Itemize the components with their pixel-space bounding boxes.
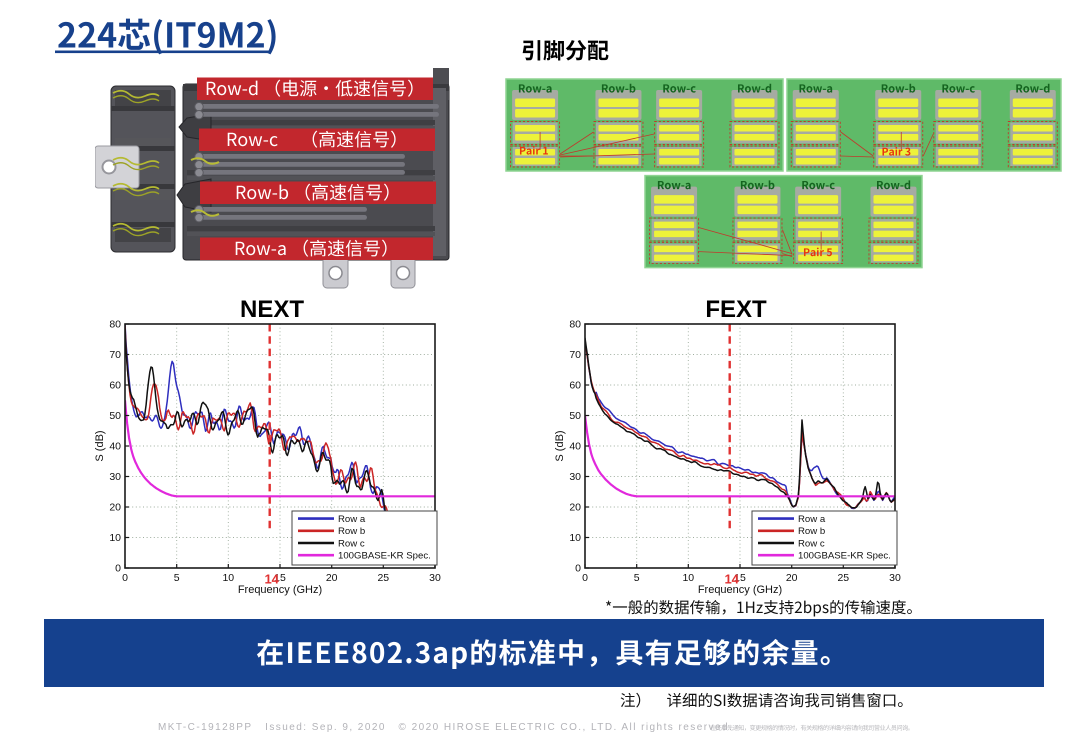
svg-text:30: 30 [109,471,121,483]
svg-text:0: 0 [575,563,581,575]
svg-text:60: 60 [109,380,121,392]
svg-text:40: 40 [109,441,121,453]
svg-text:30: 30 [889,572,901,584]
svg-text:0: 0 [122,572,128,584]
svg-text:MKT-C-19128PP Issued: Sep. 9: MKT-C-19128PP Issued: Sep. 9, 2020 © 202… [158,722,733,733]
svg-text:10: 10 [682,572,694,584]
svg-text:5: 5 [634,572,640,584]
svg-text:20: 20 [569,502,581,514]
svg-text:Row a: Row a [798,514,826,525]
svg-text:50: 50 [569,410,581,422]
svg-text:FEXT: FEXT [705,296,767,323]
svg-text:80: 80 [109,319,121,331]
svg-text:80: 80 [569,319,581,331]
svg-text:10: 10 [222,572,234,584]
svg-text:Row c: Row c [798,538,825,549]
svg-text:Frequency (GHz): Frequency (GHz) [238,584,322,596]
svg-text:0: 0 [582,572,588,584]
svg-text:15: 15 [274,572,286,584]
svg-text:50: 50 [109,410,121,422]
svg-text:100GBASE-KR Spec.: 100GBASE-KR Spec. [798,551,891,562]
svg-text:30: 30 [429,572,441,584]
svg-text:60: 60 [569,380,581,392]
svg-text:70: 70 [569,349,581,361]
svg-text:10: 10 [109,532,121,544]
svg-text:S (dB): S (dB) [554,430,566,461]
svg-text:5: 5 [174,572,180,584]
svg-text:10: 10 [569,532,581,544]
svg-text:Row a: Row a [338,514,366,525]
svg-text:Row c: Row c [338,538,365,549]
svg-text:40: 40 [569,441,581,453]
svg-text:70: 70 [109,349,121,361]
svg-text:Frequency (GHz): Frequency (GHz) [698,584,782,596]
svg-text:20: 20 [326,572,338,584]
svg-text:Row b: Row b [338,526,365,537]
svg-text:20: 20 [109,502,121,514]
svg-text:S (dB): S (dB) [94,430,106,461]
svg-text:20: 20 [786,572,798,584]
svg-text:30: 30 [569,471,581,483]
svg-text:NEXT: NEXT [240,296,304,323]
svg-text:0: 0 [115,563,121,575]
svg-text:15: 15 [734,572,746,584]
svg-text:25: 25 [377,572,389,584]
svg-text:Row b: Row b [798,526,825,537]
svg-text:25: 25 [837,572,849,584]
svg-text:100GBASE-KR Spec.: 100GBASE-KR Spec. [338,551,431,562]
svg-text:14: 14 [724,572,739,587]
svg-text:14: 14 [264,572,279,587]
